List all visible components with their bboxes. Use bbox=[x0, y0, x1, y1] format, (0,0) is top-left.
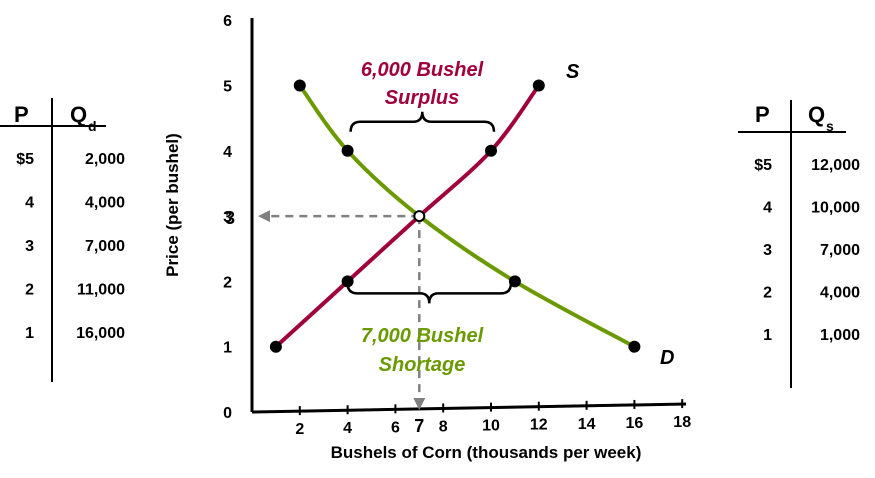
demand-table-price-2: 4 bbox=[25, 195, 34, 212]
demand-table-price-4: 2 bbox=[25, 282, 34, 299]
demand-point-1 bbox=[293, 79, 306, 92]
supply-curve-label: S bbox=[566, 61, 580, 83]
supply-table-header-p: P bbox=[755, 102, 770, 127]
y-tick-label-0: 0 bbox=[223, 405, 232, 422]
x-axis bbox=[251, 402, 687, 414]
demand-point-4 bbox=[508, 275, 521, 288]
x-tick-label-14: 14 bbox=[578, 416, 596, 433]
demand-table-quantity-1: 2,000 bbox=[85, 151, 125, 168]
x-tick-label-16: 16 bbox=[626, 415, 644, 432]
supply-table-price-5: 1 bbox=[763, 327, 772, 344]
x-tick-label-12: 12 bbox=[530, 417, 548, 434]
y-axis-title: Price (per bushel) bbox=[163, 133, 182, 277]
x-tick-label-8: 8 bbox=[439, 418, 448, 435]
supply-table-price-2: 4 bbox=[763, 200, 772, 217]
supply-point-2 bbox=[341, 275, 354, 288]
supply-point-1 bbox=[269, 340, 282, 353]
demand-point-2 bbox=[341, 144, 354, 157]
supply-table-price-4: 2 bbox=[763, 285, 772, 302]
demand-table-header-p: P bbox=[14, 102, 29, 127]
demand-table-price-3: 3 bbox=[25, 238, 34, 255]
demand-table-header-q: Q bbox=[70, 102, 87, 127]
supply-table-header-q: Q bbox=[808, 102, 825, 127]
supply-table-quantity-1: 12,000 bbox=[811, 157, 860, 174]
surplus-brace bbox=[349, 111, 496, 132]
x-tick-label-10: 10 bbox=[482, 418, 500, 435]
demand-curve-label: D bbox=[660, 347, 674, 369]
shortage-brace bbox=[346, 283, 513, 304]
surplus-label-line-1: 6,000 Bushel bbox=[361, 59, 484, 81]
supply-table-quantity-3: 7,000 bbox=[820, 242, 860, 259]
shortage-label-line-1: 7,000 Bushel bbox=[361, 325, 484, 347]
equilibrium-quantity-label: 7 bbox=[414, 416, 424, 436]
supply-table-quantity-4: 4,000 bbox=[820, 285, 860, 302]
y-tick-label-1: 1 bbox=[223, 340, 232, 357]
demand-curve bbox=[298, 84, 636, 349]
supply-table-price-3: 3 bbox=[763, 242, 772, 259]
demand-table-quantity-2: 4,000 bbox=[85, 195, 125, 212]
supply-table-quantity-5: 1,000 bbox=[820, 327, 860, 344]
supply-table-header-q-sub: s bbox=[826, 118, 834, 134]
demand-table-quantity-5: 16,000 bbox=[76, 325, 125, 342]
y-tick-label-6: 6 bbox=[223, 13, 232, 30]
equilibrium-price-label: 3 bbox=[225, 208, 235, 228]
surplus-label-line-2: Surplus bbox=[385, 87, 459, 109]
demand-point-5 bbox=[628, 340, 641, 353]
demand-table-price-1: $5 bbox=[16, 151, 34, 168]
supply-point-4 bbox=[485, 144, 497, 157]
x-axis-title: Bushels of Corn (thousands per week) bbox=[331, 443, 642, 462]
x-tick-label-18: 18 bbox=[673, 414, 691, 431]
quantity-guide-arrow bbox=[413, 398, 426, 410]
shortage-label-line-2: Shortage bbox=[379, 354, 466, 376]
supply-point-5 bbox=[532, 79, 545, 92]
supply-table: P Q s $5 12,000 4 10,000 3 7,000 2 4,000 1 1,000 bbox=[738, 100, 860, 388]
y-tick-label-3: 3 bbox=[223, 209, 232, 226]
y-tick-label-4: 4 bbox=[223, 144, 232, 161]
demand-table-quantity-3: 7,000 bbox=[85, 238, 125, 255]
y-tick-label-2: 2 bbox=[223, 274, 232, 291]
demand-table-price-5: 1 bbox=[25, 325, 34, 342]
x-tick-label-6: 6 bbox=[391, 419, 400, 436]
x-tick-label-2: 2 bbox=[295, 421, 304, 438]
y-tick-label-5: 5 bbox=[223, 79, 232, 96]
x-tick-label-4: 4 bbox=[343, 420, 352, 437]
supply-table-price-1: $5 bbox=[754, 157, 772, 174]
equilibrium-point bbox=[413, 210, 426, 223]
price-guide-arrow bbox=[258, 210, 270, 223]
supply-table-quantity-2: 10,000 bbox=[811, 200, 860, 217]
demand-table-quantity-4: 11,000 bbox=[77, 282, 125, 299]
